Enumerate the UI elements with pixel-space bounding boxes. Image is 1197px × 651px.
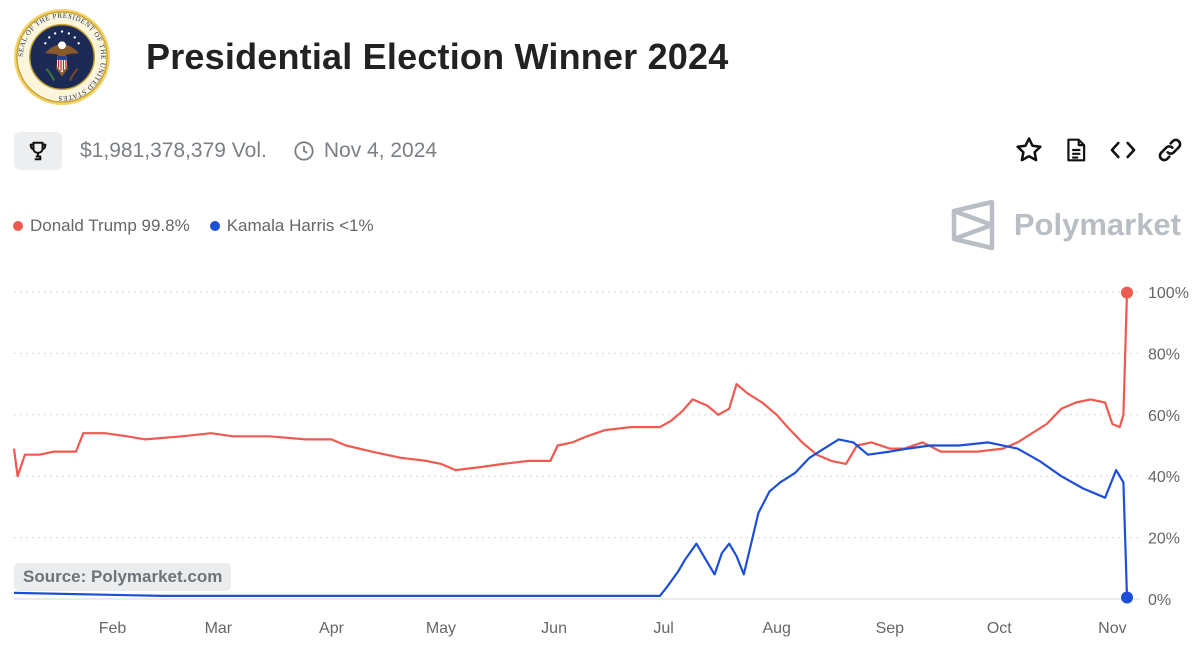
y-tick-label: 80% bbox=[1148, 346, 1180, 363]
brand-name: Polymarket bbox=[1013, 207, 1181, 242]
document-icon bbox=[1067, 138, 1086, 162]
x-tick-label: Jul bbox=[653, 620, 673, 637]
x-tick-label: Apr bbox=[319, 620, 345, 637]
presidential-seal-icon: SEAL OF THE PRESIDENT OF THE UNITED STAT… bbox=[13, 8, 111, 106]
bookmark-button[interactable] bbox=[1014, 133, 1044, 167]
legend-dot-harris bbox=[209, 221, 220, 231]
clock-icon bbox=[293, 140, 315, 162]
series-line-trump bbox=[12, 292, 1129, 478]
y-tick-label: 40% bbox=[1148, 469, 1180, 486]
x-tick-label: Sep bbox=[876, 620, 905, 637]
y-tick-label: 0% bbox=[1148, 592, 1171, 609]
legend-item-trump[interactable]: Donald Trump 99.8% bbox=[13, 216, 190, 236]
y-tick-label: 60% bbox=[1148, 408, 1180, 425]
rules-button[interactable] bbox=[1061, 133, 1091, 167]
trophy-icon bbox=[29, 141, 47, 161]
end-date: Nov 4, 2024 bbox=[323, 139, 438, 162]
polymarket-brand: Polymarket bbox=[950, 199, 1181, 251]
legend-label-harris: Kamala Harris <1% bbox=[226, 216, 374, 235]
market-meta: $1,981,378,379 Vol. Nov 4, 2024 bbox=[14, 131, 437, 171]
copy-link-button[interactable] bbox=[1155, 133, 1185, 167]
x-tick-label: Aug bbox=[762, 620, 790, 637]
trophy-button[interactable] bbox=[14, 132, 62, 170]
series-line-harris bbox=[13, 438, 1129, 598]
link-icon bbox=[1158, 138, 1182, 162]
y-tick-label: 100% bbox=[1148, 285, 1189, 302]
x-tick-label: May bbox=[426, 620, 456, 637]
chart-legend: Donald Trump 99.8% Kamala Harris <1% bbox=[13, 216, 394, 236]
legend-item-harris[interactable]: Kamala Harris <1% bbox=[209, 216, 374, 236]
x-tick-label: Jun bbox=[541, 620, 567, 637]
series-end-marker-trump bbox=[1121, 286, 1133, 299]
embed-button[interactable] bbox=[1108, 133, 1138, 167]
page-title: Presidential Election Winner 2024 bbox=[146, 36, 729, 77]
x-tick-label: Mar bbox=[205, 620, 233, 637]
legend-label-trump: Donald Trump 99.8% bbox=[30, 216, 190, 235]
star-icon bbox=[1016, 137, 1042, 162]
x-tick-label: Nov bbox=[1098, 620, 1126, 637]
volume-text: $1,981,378,379 Vol. bbox=[80, 139, 267, 162]
x-tick-label: Oct bbox=[987, 620, 1012, 637]
action-bar bbox=[1014, 133, 1185, 167]
polymarket-logo-icon bbox=[951, 199, 995, 251]
y-tick-label: 20% bbox=[1148, 531, 1180, 548]
code-icon bbox=[1110, 141, 1136, 159]
x-tick-label: Feb bbox=[99, 620, 127, 637]
series-end-marker-harris bbox=[1121, 591, 1133, 604]
legend-dot-trump bbox=[13, 221, 23, 231]
source-label: Source: Polymarket.com bbox=[14, 563, 232, 591]
